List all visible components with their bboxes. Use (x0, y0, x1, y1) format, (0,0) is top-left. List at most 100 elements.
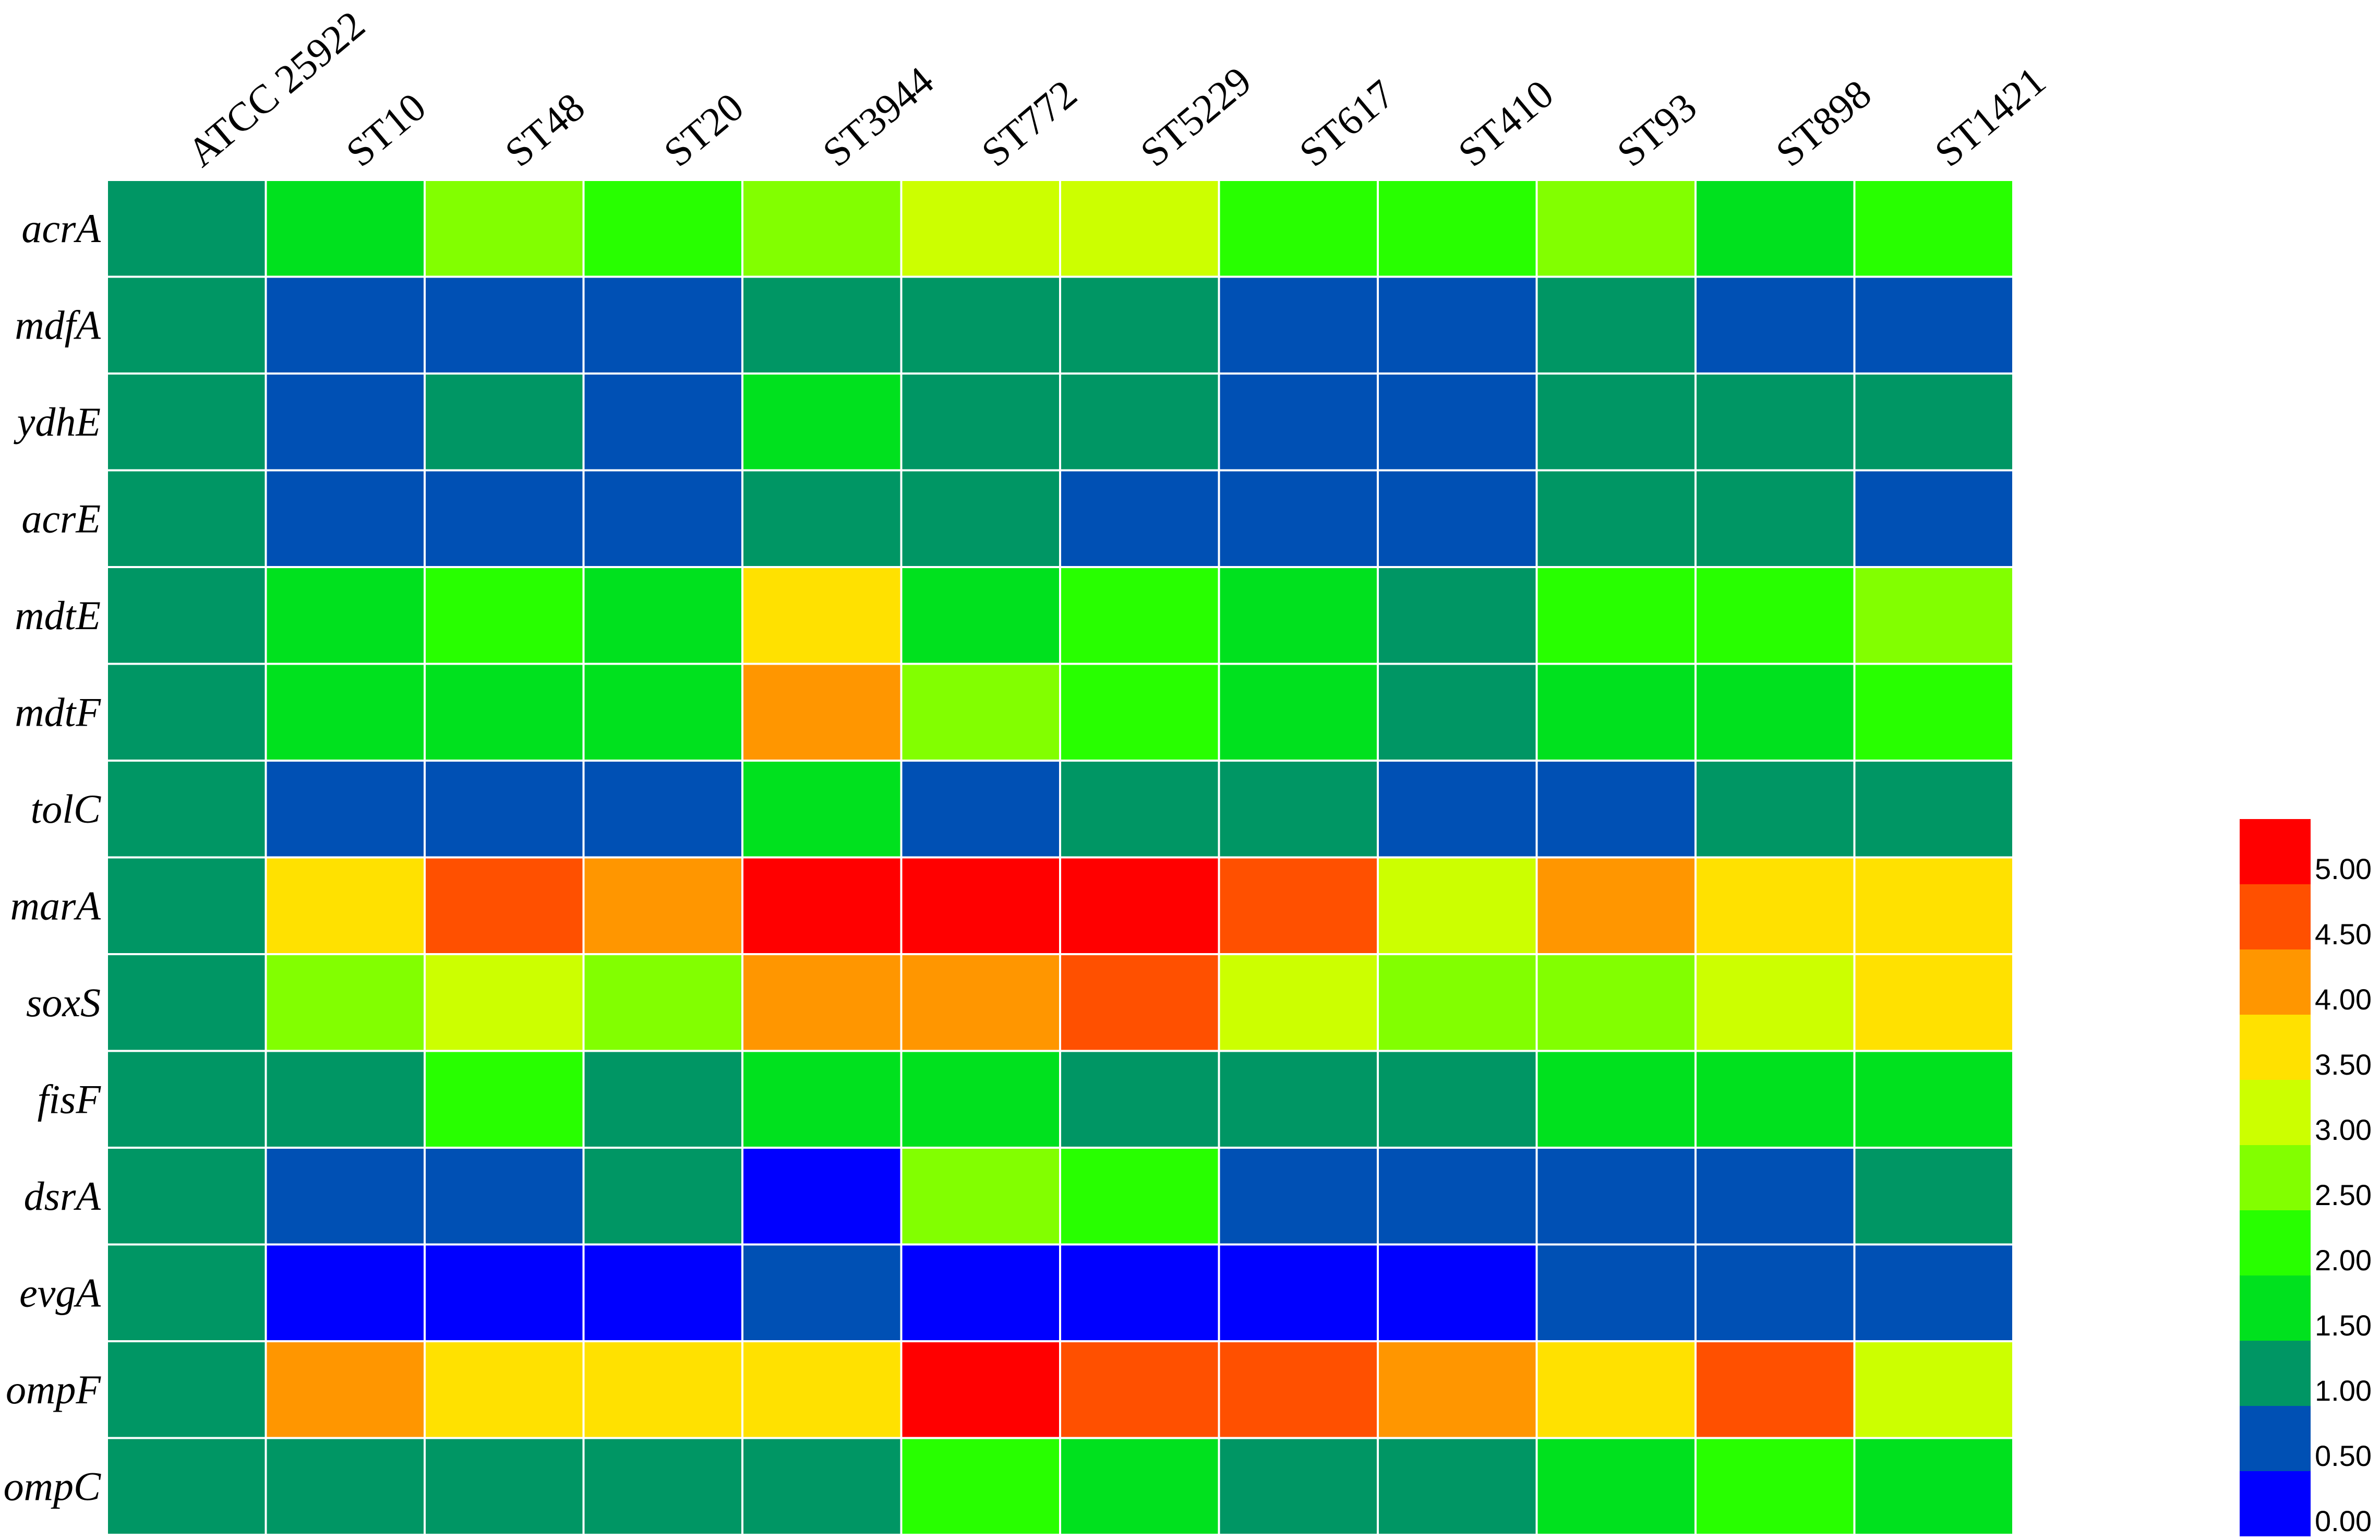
heatmap-cell-mdfA-ST617 (1218, 275, 1379, 375)
heatmap-cell-mdfA-ST898 (1694, 275, 1856, 375)
heatmap-cell-mdtF-ST410 (1377, 663, 1538, 762)
heatmap-cell-acrE-ST5229 (1059, 469, 1220, 568)
heatmap-cell-acrA-ST410 (1377, 179, 1538, 278)
legend-swatch-1 (2240, 1406, 2311, 1471)
heatmap-cell-soxS-ST410 (1377, 953, 1538, 1052)
heatmap-cell-acrE-ST772 (900, 469, 1061, 568)
heatmap-cell-ompF-ST617 (1218, 1340, 1379, 1439)
legend-swatch-10 (2240, 819, 2311, 884)
column-label-ST1421: ST1421 (1926, 58, 2054, 175)
row-label-mdtF: mdtF (15, 689, 101, 735)
row-label-mdtE: mdtE (15, 593, 101, 638)
heatmap-cell-fisF-ST617 (1218, 1050, 1379, 1149)
heatmap-cell-tolC-ST617 (1218, 760, 1379, 859)
heatmap-cell-acrA-ST10 (265, 179, 426, 278)
legend-swatch-8 (2240, 949, 2311, 1015)
heatmap-cell-mdfA-ST93 (1535, 275, 1697, 375)
heatmap-cell-fisF-ST48 (424, 1050, 585, 1149)
legend-swatch-6 (2240, 1080, 2311, 1145)
heatmap-cell-fisF-ST3944 (741, 1050, 903, 1149)
heatmap-cell-acrE-ST10 (265, 469, 426, 568)
heatmap-cell-acrE-ST617 (1218, 469, 1379, 568)
heatmap-cell-evgA-ST20 (582, 1243, 743, 1342)
heatmap-cell-acrE-ST48 (424, 469, 585, 568)
heatmap-cell-evgA-ST1421 (1853, 1243, 2014, 1342)
legend-tick-label-1: 0.50 (2315, 1439, 2372, 1472)
heatmap-cell-fisF-ST10 (265, 1050, 426, 1149)
row-label-mdfA: mdfA (15, 302, 101, 347)
column-label-ST3944: ST3944 (814, 58, 942, 175)
heatmap-cell-ydhE-ST617 (1218, 372, 1379, 472)
heatmap-cell-acrE-ATCC-25922 (106, 469, 267, 568)
heatmap-cell-acrA-ATCC-25922 (106, 179, 267, 278)
heatmap-cell-evgA-ST93 (1535, 1243, 1697, 1342)
column-label-ST20: ST20 (655, 84, 752, 175)
heatmap-cell-mdtF-ST5229 (1059, 663, 1220, 762)
heatmap-cell-dsrA-ST617 (1218, 1147, 1379, 1246)
legend-swatch-5 (2240, 1145, 2311, 1210)
heatmap-cell-marA-ST48 (424, 856, 585, 955)
heatmap-cell-soxS-ST3944 (741, 953, 903, 1052)
heatmap-cell-acrE-ST410 (1377, 469, 1538, 568)
heatmap-cell-mdtF-ST3944 (741, 663, 903, 762)
heatmap-cell-evgA-ST48 (424, 1243, 585, 1342)
heatmap-cell-marA-ATCC-25922 (106, 856, 267, 955)
heatmap-cell-ompF-ST898 (1694, 1340, 1856, 1439)
heatmap-cell-ydhE-ST772 (900, 372, 1061, 472)
heatmap-cell-tolC-ATCC-25922 (106, 760, 267, 859)
heatmap-cell-mdfA-ST3944 (741, 275, 903, 375)
heatmap-cell-ompC-ST410 (1377, 1437, 1538, 1536)
heatmap-cell-mdtE-ST20 (582, 566, 743, 665)
color-legend: 0.00 0.50 1.00 1.50 2.00 2.50 3.00 3.50 4.00 4.50… (2240, 819, 2372, 1537)
heatmap-cell-ydhE-ST898 (1694, 372, 1856, 472)
legend-tick-label-8: 4.00 (2315, 983, 2372, 1016)
heatmap-cell-ydhE-ST410 (1377, 372, 1538, 472)
heatmap-cell-ompC-ST617 (1218, 1437, 1379, 1536)
heatmap-cell-mdtE-ST898 (1694, 566, 1856, 665)
row-label-ompC: ompC (4, 1463, 101, 1509)
heatmap-cell-mdfA-ST1421 (1853, 275, 2014, 375)
heatmap-cell-evgA-ST772 (900, 1243, 1061, 1342)
heatmap-cell-ompF-ST3944 (741, 1340, 903, 1439)
heatmap-cell-dsrA-ST48 (424, 1147, 585, 1246)
heatmap-cell-tolC-ST48 (424, 760, 585, 859)
column-label-ST617: ST617 (1291, 71, 1403, 175)
heatmap-cell-soxS-ST898 (1694, 953, 1856, 1052)
heatmap-cell-dsrA-ST93 (1535, 1147, 1697, 1246)
heatmap-cell-acrE-ST1421 (1853, 469, 2014, 568)
heatmap-cell-ydhE-ST20 (582, 372, 743, 472)
heatmap-cell-soxS-ST5229 (1059, 953, 1220, 1052)
legend-swatch-0 (2240, 1471, 2311, 1536)
heatmap-cell-acrE-ST20 (582, 469, 743, 568)
heatmap-cell-mdfA-ST48 (424, 275, 585, 375)
heatmap-cell-fisF-ST410 (1377, 1050, 1538, 1149)
heatmap-cell-tolC-ST898 (1694, 760, 1856, 859)
heatmap-cell-tolC-ST1421 (1853, 760, 2014, 859)
heatmap-cell-marA-ST93 (1535, 856, 1697, 955)
heatmap-cell-evgA-ST10 (265, 1243, 426, 1342)
heatmap-cell-acrE-ST3944 (741, 469, 903, 568)
heatmap-cell-ompC-ST5229 (1059, 1437, 1220, 1536)
heatmap-cell-acrA-ST20 (582, 179, 743, 278)
heatmap-cell-ydhE-ST48 (424, 372, 585, 472)
heatmap-cell-ompC-ST10 (265, 1437, 426, 1536)
heatmap-cell-ompF-ST1421 (1853, 1340, 2014, 1439)
row-label-fisF: fisF (38, 1076, 102, 1122)
column-label-ST48: ST48 (496, 84, 593, 175)
heatmap-cell-dsrA-ATCC-25922 (106, 1147, 267, 1246)
row-label-dsrA: dsrA (24, 1173, 101, 1219)
heatmap-cell-mdtE-ST93 (1535, 566, 1697, 665)
heatmap-cell-soxS-ST772 (900, 953, 1061, 1052)
row-label-ydhE: ydhE (14, 399, 101, 444)
heatmap-cell-tolC-ST5229 (1059, 760, 1220, 859)
column-label-ATCC-25922: ATCC 25922 (178, 2, 373, 175)
heatmap-cell-acrA-ST48 (424, 179, 585, 278)
column-label-ST772: ST772 (973, 71, 1085, 175)
heatmap-cell-mdtE-ST1421 (1853, 566, 2014, 665)
legend-tick-label-7: 3.50 (2315, 1048, 2372, 1081)
heatmap-cell-marA-ST617 (1218, 856, 1379, 955)
heatmap-cell-marA-ST898 (1694, 856, 1856, 955)
column-label-ST10: ST10 (338, 84, 434, 175)
heatmap-cell-ompC-ATCC-25922 (106, 1437, 267, 1536)
